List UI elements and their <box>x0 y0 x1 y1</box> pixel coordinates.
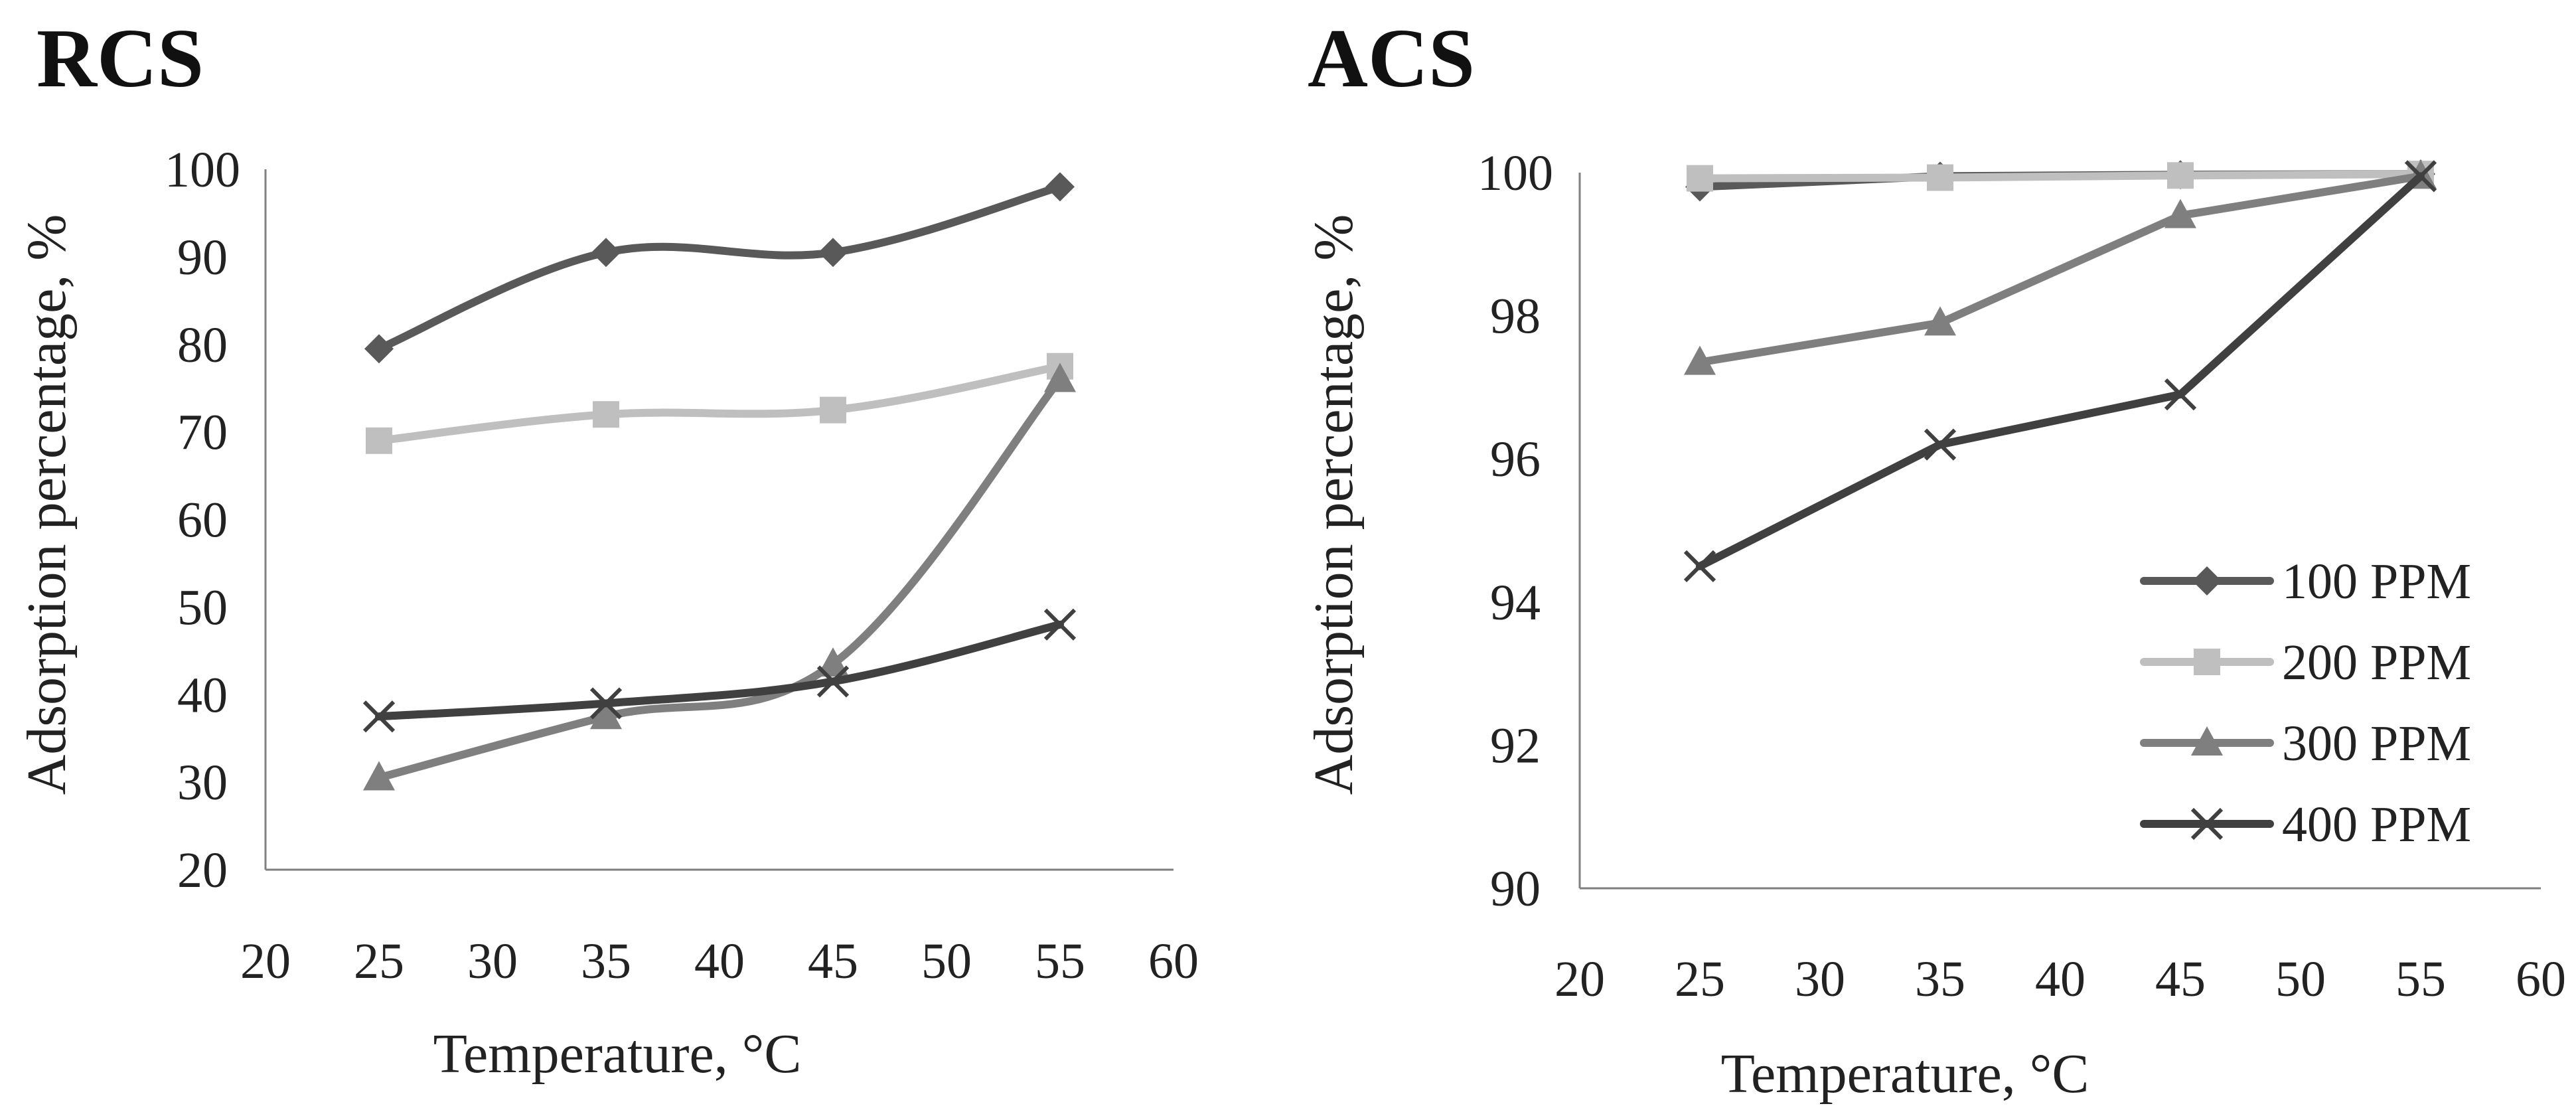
data-point-200-ppm-rcs <box>820 396 846 424</box>
x-tick-label-rcs: 60 <box>1148 933 1199 989</box>
x-tick-label-acs: 55 <box>2395 951 2446 1007</box>
data-point-300-ppm-acs <box>1924 306 1956 336</box>
chart-title-rcs: RCS <box>37 13 204 105</box>
data-point-300-ppm-acs <box>2164 199 2196 228</box>
x-tick-label-acs: 40 <box>2035 951 2085 1007</box>
series-line-200-ppm-acs <box>1696 170 2425 183</box>
x-axis-label-acs: Temperature, °C <box>1721 1043 2089 1105</box>
legend-item-300-ppm: 300 PPM <box>2140 716 2471 771</box>
data-point-200-ppm-rcs <box>366 427 392 454</box>
legend-label-300-ppm: 300 PPM <box>2282 716 2471 771</box>
legend-label-400-ppm: 400 PPM <box>2282 797 2471 852</box>
y-tick-label-rcs: 50 <box>177 580 228 635</box>
x-tick-label-rcs: 35 <box>581 933 631 989</box>
series-line-300-ppm-acs <box>1696 172 2425 366</box>
data-point-100-ppm-rcs <box>818 238 848 268</box>
data-point-200-ppm-rcs <box>593 401 619 428</box>
legend: 100 PPM 200 PPM 300 PPM 400 PPM <box>2140 554 2471 852</box>
x-ticks-acs: 20 25 30 35 40 45 50 55 60 <box>1554 951 2566 1007</box>
y-tick-label-rcs: 100 <box>165 142 240 198</box>
x-tick-label-acs: 60 <box>2516 951 2566 1007</box>
x-tick-label-rcs: 40 <box>694 933 745 989</box>
data-point-100-ppm-rcs <box>1045 172 1075 202</box>
data-point-400-ppm-rcs <box>362 700 396 733</box>
y-tick-label-rcs: 90 <box>177 230 228 285</box>
y-ticks-rcs: 20 30 40 50 60 70 80 90 100 <box>165 142 240 898</box>
series-line-100-ppm-rcs <box>375 183 1064 353</box>
series-200-ppm-rcs <box>366 353 1073 454</box>
x-tick-label-acs: 20 <box>1554 951 1605 1007</box>
y-tick-label-rcs: 30 <box>177 755 228 811</box>
data-point-300-ppm-rcs <box>1044 362 1076 392</box>
y-tick-label-rcs: 20 <box>177 842 228 898</box>
x-tick-label-acs: 30 <box>1795 951 1845 1007</box>
data-point-100-ppm-rcs <box>591 238 621 268</box>
x-tick-label-rcs: 45 <box>808 933 858 989</box>
x-tick-label-rcs: 30 <box>467 933 518 989</box>
legend-marker-200-ppm <box>2194 649 2220 675</box>
series-400-ppm-rcs <box>362 608 1077 733</box>
data-point-300-ppm-acs <box>1684 345 1716 375</box>
data-point-400-ppm-rcs <box>1043 608 1077 641</box>
data-point-400-ppm-rcs <box>816 665 850 698</box>
series-300-ppm-rcs <box>363 362 1076 791</box>
series-group-rcs <box>362 172 1077 791</box>
data-point-400-ppm-acs <box>1924 428 1957 461</box>
y-ticks-acs: 90 92 94 96 98 100 <box>1477 145 1553 917</box>
x-tick-label-acs: 45 <box>2155 951 2206 1007</box>
y-tick-label-rcs: 60 <box>177 493 228 548</box>
x-tick-label-rcs: 50 <box>921 933 972 989</box>
chart-rcs: RCS Adsorption percentage, % Temperature… <box>16 13 1199 1085</box>
legend-label-200-ppm: 200 PPM <box>2282 635 2471 690</box>
y-tick-label-rcs: 40 <box>177 667 228 723</box>
y-tick-label-acs: 90 <box>1490 861 1541 917</box>
x-ticks-rcs: 20 25 30 35 40 45 50 55 60 <box>240 933 1199 989</box>
series-line-300-ppm-rcs <box>375 375 1064 782</box>
x-tick-label-rcs: 25 <box>354 933 404 989</box>
x-tick-label-rcs: 20 <box>240 933 291 989</box>
series-100-ppm-rcs <box>364 172 1075 364</box>
series-line-400-ppm-acs <box>1696 172 2425 570</box>
chart-title-acs: ACS <box>1308 13 1475 105</box>
data-point-200-ppm-acs <box>1927 164 1953 191</box>
legend-marker-400-ppm <box>2190 807 2224 840</box>
series-400-ppm-acs <box>1683 160 2437 583</box>
series-line-400-ppm-rcs <box>375 620 1064 721</box>
x-tick-label-acs: 50 <box>2275 951 2326 1007</box>
y-axis-label-acs: Adsorption percentage, % <box>1303 214 1365 795</box>
data-point-100-ppm-rcs <box>364 334 394 364</box>
x-tick-label-acs: 25 <box>1675 951 1725 1007</box>
data-point-200-ppm-acs <box>1687 165 1713 192</box>
x-tick-label-acs: 35 <box>1915 951 1965 1007</box>
data-point-400-ppm-acs <box>2164 378 2197 411</box>
data-point-300-ppm-rcs <box>817 647 849 677</box>
y-tick-label-acs: 92 <box>1490 718 1541 773</box>
legend-item-100-ppm: 100 PPM <box>2140 554 2471 609</box>
legend-item-200-ppm: 200 PPM <box>2140 635 2471 690</box>
series-group-acs <box>1683 159 2437 583</box>
data-point-300-ppm-rcs <box>590 700 622 730</box>
y-tick-label-acs: 100 <box>1477 145 1553 201</box>
x-axis-label-rcs: Temperature, °C <box>433 1023 802 1085</box>
y-tick-label-rcs: 70 <box>177 405 228 461</box>
data-point-300-ppm-rcs <box>363 761 395 791</box>
y-tick-label-acs: 94 <box>1490 575 1541 631</box>
data-point-200-ppm-acs <box>2167 162 2194 189</box>
y-tick-label-rcs: 80 <box>177 317 228 373</box>
legend-marker-100-ppm <box>2192 566 2222 596</box>
series-200-ppm-acs <box>1687 161 2434 192</box>
y-tick-label-acs: 96 <box>1490 432 1541 487</box>
y-axis-label-rcs: Adsorption percentage, % <box>16 214 78 795</box>
data-point-400-ppm-acs <box>2404 160 2437 193</box>
chart-acs: ACS Adsorption percentage, % Temperature… <box>1303 13 2566 1105</box>
legend-marker-300-ppm <box>2191 726 2223 756</box>
x-tick-label-rcs: 55 <box>1035 933 1085 989</box>
legend-label-100-ppm: 100 PPM <box>2282 554 2471 609</box>
legend-item-400-ppm: 400 PPM <box>2140 797 2471 852</box>
data-point-400-ppm-rcs <box>589 687 623 720</box>
data-point-400-ppm-acs <box>1683 550 1716 583</box>
y-tick-label-acs: 98 <box>1490 289 1541 345</box>
series-line-200-ppm-rcs <box>375 362 1064 445</box>
